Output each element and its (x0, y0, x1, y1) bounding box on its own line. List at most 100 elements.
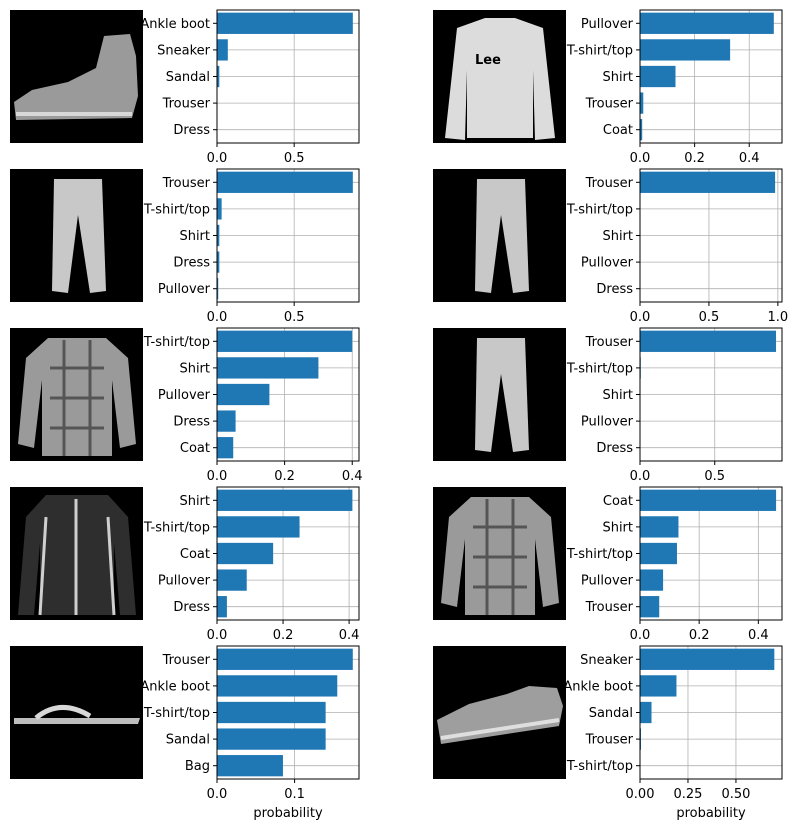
y-tick-label: Shirt (179, 229, 210, 244)
bar (217, 12, 353, 34)
y-tick-label: Coat (603, 494, 633, 509)
y-tick-label: Shirt (602, 388, 633, 403)
bar (640, 596, 660, 618)
y-tick-label: Sneaker (157, 43, 211, 58)
bar (640, 65, 676, 88)
y-tick-label: Ankle boot (140, 679, 210, 694)
bar (640, 542, 677, 565)
bar (640, 648, 775, 670)
bar (217, 383, 270, 406)
bar (217, 39, 228, 61)
y-tick-label: Pullover (158, 388, 211, 403)
x-tick-label: 0.1 (284, 787, 305, 802)
y-tick-label: T-shirt/top (566, 759, 633, 774)
y-tick-label: T-shirt/top (566, 547, 633, 562)
y-tick-label: Trouser (585, 97, 634, 112)
x-axis-label: probability (676, 806, 746, 821)
bar (640, 330, 777, 352)
y-tick-label: Dress (173, 600, 210, 615)
x-tick-label: 0.2 (684, 151, 705, 166)
svg-text:Lee: Lee (475, 53, 501, 68)
y-tick-label: Trouser (162, 97, 211, 112)
y-tick-label: T-shirt/top (566, 361, 633, 376)
y-tick-label: Pullover (581, 574, 634, 589)
y-tick-label: Dress (596, 441, 633, 456)
x-tick-label: 0.0 (207, 151, 228, 166)
y-tick-label: Dress (173, 256, 210, 271)
y-tick-label: Shirt (179, 494, 210, 509)
x-tick-label: 0.0 (207, 787, 228, 802)
subplot-10: Sneaker Ankle boot Sandal Trouser T-shirt/to… (433, 645, 783, 821)
bar (217, 675, 338, 697)
y-tick-label: Dress (596, 282, 633, 297)
bar (217, 65, 220, 88)
y-tick-label: Shirt (602, 520, 633, 535)
shirt-icon (433, 487, 566, 620)
bar (217, 171, 353, 193)
pullover-icon: Lee (433, 10, 566, 143)
y-tick-label: Sneaker (580, 653, 634, 668)
y-tick-label: Pullover (581, 17, 634, 32)
bar (217, 755, 283, 777)
y-tick-label: Trouser (585, 733, 634, 748)
subplot-4: Trouser T-shirt/top Shirt Pullover Dress 0.0 0… (433, 168, 788, 325)
subplot-9: Trouser Ankle boot T-shirt/top Sandal Bag 0.0… (10, 645, 360, 821)
trouser-icon (10, 169, 143, 302)
y-tick-label: T-shirt/top (143, 520, 210, 535)
bar (217, 648, 353, 670)
x-tick-label: 0.5 (699, 310, 720, 325)
trouser-icon (433, 169, 566, 302)
y-tick-label: Sandal (166, 70, 210, 85)
bar (217, 596, 227, 618)
bar (217, 542, 274, 565)
y-tick-label: Trouser (585, 600, 634, 615)
y-tick-label: Coat (180, 547, 210, 562)
y-tick-label: Sandal (166, 733, 210, 748)
x-tick-label: 0.0 (630, 310, 651, 325)
x-tick-label: 0.25 (673, 787, 702, 802)
x-tick-label: 0.0 (207, 310, 228, 325)
y-tick-label: Pullover (158, 574, 211, 589)
bar (217, 437, 234, 459)
x-tick-label: 0.4 (748, 628, 769, 643)
subplot-5: T-shirt/top Shirt Pullover Dress Coat 0.0 0.2 0… (10, 327, 363, 484)
bar (217, 278, 219, 300)
bar (640, 569, 664, 591)
y-tick-label: T-shirt/top (143, 335, 210, 350)
y-tick-label: Trouser (585, 176, 634, 191)
y-tick-label: Trouser (585, 335, 634, 350)
bar (217, 701, 326, 724)
coat-icon (10, 487, 143, 620)
y-tick-label: T-shirt/top (566, 43, 633, 58)
y-tick-label: Coat (180, 441, 210, 456)
bar (217, 516, 300, 538)
x-tick-label: 0.0 (207, 469, 228, 484)
bar (640, 516, 679, 538)
bar (217, 728, 326, 750)
y-tick-label: Ankle boot (140, 17, 210, 32)
bar (640, 39, 731, 61)
shirt-icon (10, 328, 143, 461)
y-tick-label: Pullover (581, 256, 634, 271)
bar (217, 224, 220, 247)
x-tick-label: 0.5 (284, 151, 305, 166)
bar (640, 119, 643, 141)
bar (217, 569, 247, 591)
bar (640, 701, 652, 724)
subplot-1: Ankle boot Sneaker Sandal Trouser Dress 0.0 0.… (10, 9, 360, 166)
x-tick-label: 0.4 (342, 469, 363, 484)
bar (217, 330, 353, 352)
x-tick-label: 0.2 (689, 628, 710, 643)
y-tick-label: Pullover (158, 282, 211, 297)
subplot-7: Shirt T-shirt/top Coat Pullover Dress 0.0 0.2 0… (10, 486, 360, 643)
x-tick-label: 0.0 (630, 151, 651, 166)
y-tick-label: Coat (603, 123, 633, 138)
x-tick-label: 0.0 (630, 469, 651, 484)
x-tick-label: 0.50 (721, 787, 750, 802)
bar (640, 171, 776, 193)
y-tick-label: Shirt (602, 70, 633, 85)
x-tick-label: 0.0 (630, 628, 651, 643)
y-tick-label: T-shirt/top (566, 202, 633, 217)
x-tick-label: 0.4 (739, 151, 760, 166)
subplot-3: Trouser T-shirt/top Shirt Dress Pullover 0.0 0… (10, 168, 360, 325)
